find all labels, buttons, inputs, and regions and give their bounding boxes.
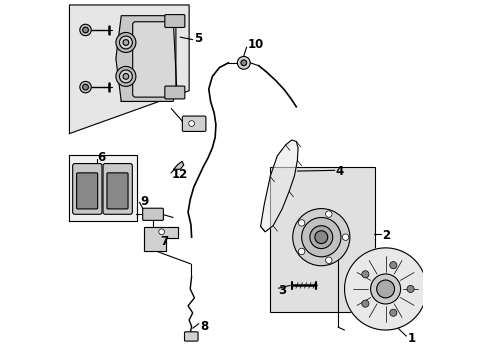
Polygon shape	[260, 140, 298, 232]
Circle shape	[119, 70, 132, 83]
Circle shape	[237, 57, 250, 69]
FancyBboxPatch shape	[107, 173, 128, 209]
Circle shape	[159, 229, 164, 235]
Polygon shape	[344, 248, 426, 330]
Polygon shape	[173, 161, 183, 169]
Text: 2: 2	[381, 229, 389, 242]
Circle shape	[80, 81, 91, 93]
Text: 4: 4	[335, 165, 343, 177]
Circle shape	[80, 24, 91, 36]
Circle shape	[376, 280, 394, 298]
Text: 6: 6	[97, 151, 105, 165]
Polygon shape	[69, 5, 189, 134]
Polygon shape	[69, 155, 137, 221]
Circle shape	[123, 73, 128, 79]
FancyBboxPatch shape	[77, 173, 98, 209]
FancyBboxPatch shape	[269, 167, 374, 312]
Circle shape	[325, 211, 331, 217]
Circle shape	[292, 208, 349, 266]
Circle shape	[389, 309, 396, 316]
FancyBboxPatch shape	[73, 163, 102, 214]
Circle shape	[361, 300, 368, 307]
FancyBboxPatch shape	[164, 15, 184, 27]
Circle shape	[116, 66, 136, 86]
Circle shape	[370, 274, 400, 304]
Circle shape	[116, 32, 136, 53]
Circle shape	[342, 234, 348, 240]
Circle shape	[361, 271, 368, 278]
Text: 7: 7	[160, 235, 167, 248]
Circle shape	[82, 27, 88, 33]
FancyBboxPatch shape	[182, 116, 205, 131]
Circle shape	[314, 231, 327, 244]
FancyBboxPatch shape	[164, 86, 184, 99]
Text: 3: 3	[278, 284, 286, 297]
Circle shape	[389, 262, 396, 269]
Circle shape	[123, 40, 128, 45]
Circle shape	[301, 217, 340, 257]
Circle shape	[309, 226, 332, 249]
Circle shape	[82, 84, 88, 90]
Circle shape	[241, 60, 246, 66]
Text: 11: 11	[186, 118, 203, 131]
Text: 5: 5	[194, 32, 203, 45]
Polygon shape	[144, 227, 178, 251]
FancyBboxPatch shape	[142, 208, 163, 220]
FancyBboxPatch shape	[132, 22, 176, 97]
FancyBboxPatch shape	[184, 332, 198, 341]
Circle shape	[298, 248, 304, 255]
Circle shape	[188, 121, 194, 126]
Text: 9: 9	[140, 195, 148, 208]
Text: 12: 12	[171, 168, 187, 181]
Circle shape	[325, 257, 331, 264]
Polygon shape	[116, 16, 176, 102]
Circle shape	[119, 36, 132, 49]
Text: 10: 10	[247, 39, 263, 51]
Text: 1: 1	[407, 333, 415, 346]
FancyBboxPatch shape	[103, 163, 132, 214]
Circle shape	[298, 220, 304, 226]
Text: 8: 8	[200, 320, 208, 333]
Circle shape	[406, 285, 413, 293]
